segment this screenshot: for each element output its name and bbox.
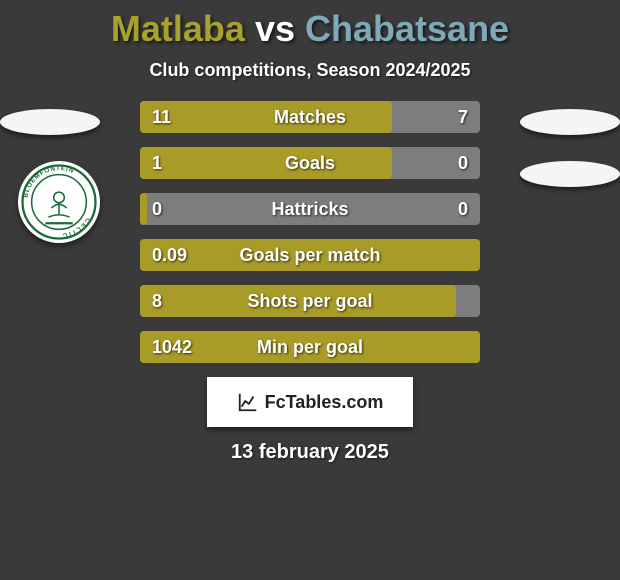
crest-icon: BLOEMFONTEIN CELTIC <box>21 164 97 240</box>
stat-value-right: 0 <box>458 193 468 225</box>
stat-value-right: 0 <box>458 147 468 179</box>
stat-row: 0Hattricks0 <box>140 193 480 225</box>
stat-bars: 11Matches71Goals00Hattricks00.09Goals pe… <box>140 101 480 363</box>
comparison-chart: BLOEMFONTEIN CELTIC 11Matches71Goals00Ha… <box>0 101 620 363</box>
footer-date: 13 february 2025 <box>0 441 620 464</box>
stat-name: Goals per match <box>140 239 480 271</box>
placeholder-ellipse-left <box>0 109 100 135</box>
club-crest-left: BLOEMFONTEIN CELTIC <box>18 161 100 243</box>
subtitle: Club competitions, Season 2024/2025 <box>0 60 620 81</box>
stat-row: 11Matches7 <box>140 101 480 133</box>
stat-row: 8Shots per goal <box>140 285 480 317</box>
title-player1: Matlaba <box>111 8 245 49</box>
stat-name: Shots per goal <box>140 285 480 317</box>
brand-text: FcTables.com <box>265 392 384 413</box>
placeholder-ellipse-right-2 <box>520 161 620 187</box>
page-title: Matlaba vs Chabatsane <box>0 0 620 50</box>
stat-row: 0.09Goals per match <box>140 239 480 271</box>
stat-name: Goals <box>140 147 480 179</box>
placeholder-ellipse-right <box>520 109 620 135</box>
stat-row: 1Goals0 <box>140 147 480 179</box>
stat-value-right: 7 <box>458 101 468 133</box>
title-vs: vs <box>255 8 295 49</box>
brand-badge: FcTables.com <box>207 377 413 427</box>
stat-name: Hattricks <box>140 193 480 225</box>
stat-name: Matches <box>140 101 480 133</box>
chart-icon <box>237 391 259 413</box>
stat-name: Min per goal <box>140 331 480 363</box>
title-player2: Chabatsane <box>305 8 509 49</box>
stat-row: 1042Min per goal <box>140 331 480 363</box>
